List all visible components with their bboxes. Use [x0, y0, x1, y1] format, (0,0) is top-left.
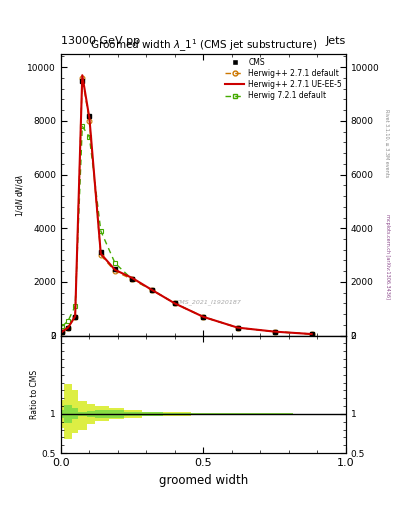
X-axis label: groomed width: groomed width: [159, 474, 248, 486]
Title: Groomed width $\lambda\_1^1$ (CMS jet substructure): Groomed width $\lambda\_1^1$ (CMS jet su…: [90, 37, 317, 54]
Y-axis label: Ratio to CMS: Ratio to CMS: [30, 370, 39, 419]
Legend: CMS, Herwig++ 2.7.1 default, Herwig++ 2.7.1 UE-EE-5, Herwig 7.2.1 default: CMS, Herwig++ 2.7.1 default, Herwig++ 2.…: [225, 57, 342, 100]
Y-axis label: $1 / \mathrm{d}N \; \mathrm{d}N / \mathrm{d}\lambda$: $1 / \mathrm{d}N \; \mathrm{d}N / \mathr…: [13, 173, 24, 217]
Text: 13000 GeV pp: 13000 GeV pp: [61, 36, 140, 46]
Text: mcplots.cern.ch [arXiv:1306.3436]: mcplots.cern.ch [arXiv:1306.3436]: [385, 214, 389, 298]
Text: Rivet 3.1.10, ≥ 3.3M events: Rivet 3.1.10, ≥ 3.3M events: [385, 109, 389, 178]
Text: CMS_2021_I1920187: CMS_2021_I1920187: [176, 299, 242, 305]
Text: Jets: Jets: [325, 36, 346, 46]
